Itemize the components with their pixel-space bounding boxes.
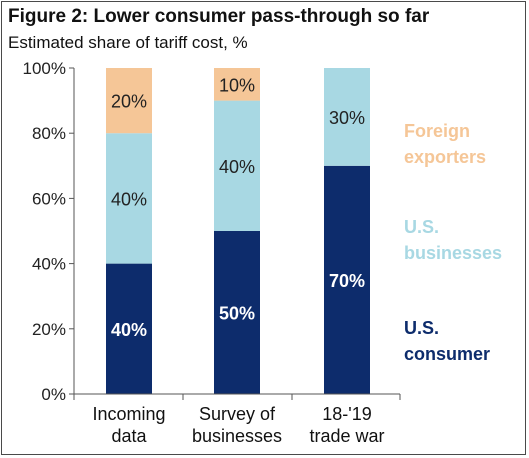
x-category-label-2-2: businesses bbox=[192, 426, 282, 446]
y-tick-label-60: 60% bbox=[32, 189, 66, 208]
y-tick-label-20: 20% bbox=[32, 320, 66, 339]
bar-segment-2-3 bbox=[324, 68, 370, 166]
x-category-label-1-1: Incoming bbox=[92, 404, 165, 424]
bar-segment-2-2 bbox=[214, 100, 260, 231]
legend-entry-2-line-1: U.S. bbox=[404, 217, 439, 237]
bar-segment-2-1 bbox=[106, 133, 152, 264]
legend-entry-2-line-2: businesses bbox=[404, 243, 502, 263]
bar-segment-1-1 bbox=[106, 263, 152, 394]
legend-entry-1-line-1: Foreign bbox=[404, 121, 470, 141]
bar-segment-3-1 bbox=[106, 68, 152, 134]
legend-entry-1-line-2: exporters bbox=[404, 147, 486, 167]
legend-entry-3-line-1: U.S. bbox=[404, 318, 439, 338]
bar-segment-1-2 bbox=[214, 231, 260, 394]
x-category-label-1-2: data bbox=[111, 426, 147, 446]
y-tick-label-100: 100% bbox=[23, 59, 66, 78]
bar-segment-3-2 bbox=[214, 68, 260, 101]
data-label-2-2: 40% bbox=[219, 157, 255, 177]
chart-subtitle: Estimated share of tariff cost, % bbox=[8, 33, 248, 52]
data-label-1-3: 70% bbox=[329, 271, 365, 291]
x-category-label-3-1: 18-'19 bbox=[322, 404, 371, 424]
data-label-1-1: 40% bbox=[111, 320, 147, 340]
y-tick-label-0: 0% bbox=[41, 385, 66, 404]
data-label-3-2: 10% bbox=[219, 75, 255, 95]
y-tick-label-80: 80% bbox=[32, 124, 66, 143]
data-label-2-3: 30% bbox=[329, 108, 365, 128]
legend-entry-3-line-2: consumer bbox=[404, 344, 490, 364]
data-label-3-1: 20% bbox=[111, 92, 147, 112]
bar-segment-1-3 bbox=[324, 165, 370, 394]
chart-title: Figure 2: Lower consumer pass-through so… bbox=[8, 6, 430, 27]
x-category-label-3-2: trade war bbox=[309, 426, 384, 446]
x-category-label-2-1: Survey of bbox=[199, 404, 276, 424]
data-label-2-1: 40% bbox=[111, 189, 147, 209]
data-label-1-2: 50% bbox=[219, 304, 255, 324]
y-tick-label-40: 40% bbox=[32, 255, 66, 274]
